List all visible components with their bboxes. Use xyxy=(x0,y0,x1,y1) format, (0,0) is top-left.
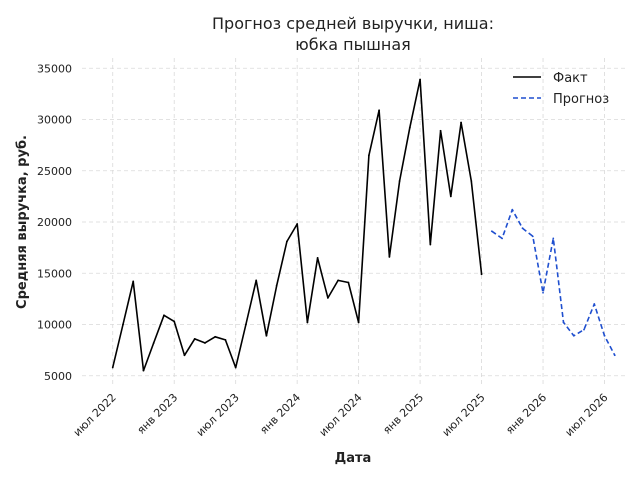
x-axis-label: Дата xyxy=(335,451,372,466)
y-tick-label: 20000 xyxy=(37,216,72,229)
data-point xyxy=(449,195,452,198)
x-tick-label: янв 2024 xyxy=(257,391,303,437)
data-point xyxy=(255,279,258,282)
chart-title-line-2: юбка пышная xyxy=(295,35,411,54)
legend-label-fact: Факт xyxy=(553,71,588,86)
y-tick-label: 30000 xyxy=(37,114,72,127)
legend-label-forecast: Прогноз xyxy=(553,92,609,107)
data-point xyxy=(603,334,606,337)
data-point xyxy=(286,240,288,243)
data-point xyxy=(419,78,421,81)
data-point xyxy=(296,223,299,225)
y-tick-label: 35000 xyxy=(37,62,72,75)
data-point xyxy=(439,129,442,132)
data-point xyxy=(542,291,544,294)
data-point xyxy=(122,323,124,326)
chart-title-line-1: Прогноз средней выручки, ниша: xyxy=(212,14,494,33)
y-axis-label: Средняя выручка, руб. xyxy=(15,135,30,309)
x-tick-label: янв 2023 xyxy=(135,391,181,437)
x-tick-label: июл 2026 xyxy=(563,391,611,439)
data-point xyxy=(378,109,381,112)
x-tick-label: июл 2024 xyxy=(317,391,365,439)
data-point xyxy=(142,369,145,372)
data-point xyxy=(234,366,237,369)
data-point xyxy=(521,227,524,230)
x-tick-label: янв 2025 xyxy=(380,391,426,437)
data-point xyxy=(470,180,473,182)
y-axis-ticks: 5000 10000 15000 20000 25000 30000 35000 xyxy=(37,62,72,383)
x-tick-label: янв 2026 xyxy=(503,391,549,437)
data-point xyxy=(531,235,534,238)
y-tick-label: 10000 xyxy=(37,319,72,332)
data-point xyxy=(572,334,575,337)
data-point xyxy=(132,280,135,283)
data-point xyxy=(316,256,319,259)
data-point xyxy=(408,126,411,129)
data-point xyxy=(501,237,503,240)
data-point xyxy=(152,342,155,344)
data-point xyxy=(388,255,391,258)
series-lines xyxy=(111,78,616,372)
data-point xyxy=(490,230,493,233)
x-tick-label: июл 2022 xyxy=(71,391,119,439)
chart-legend: Факт Прогноз xyxy=(513,71,609,107)
data-point xyxy=(613,354,616,357)
data-point xyxy=(357,321,360,324)
data-point xyxy=(275,284,278,287)
data-point xyxy=(583,328,585,331)
data-point xyxy=(193,337,196,340)
data-point xyxy=(204,342,206,344)
data-point xyxy=(429,243,432,246)
data-point xyxy=(552,237,555,240)
data-point xyxy=(214,335,217,338)
data-point xyxy=(347,281,350,284)
data-point xyxy=(245,323,247,326)
data-point xyxy=(337,279,340,282)
data-point xyxy=(593,303,596,305)
x-tick-label: июл 2025 xyxy=(440,391,488,439)
data-point xyxy=(306,321,309,324)
data-point xyxy=(367,154,370,157)
data-point xyxy=(326,296,329,299)
forecast-series-line xyxy=(491,208,616,356)
y-tick-label: 15000 xyxy=(37,267,72,280)
data-point xyxy=(511,208,514,211)
data-point xyxy=(562,321,565,324)
data-point xyxy=(480,273,483,276)
x-tick-label: июл 2023 xyxy=(194,391,242,439)
grid xyxy=(82,58,625,386)
data-point xyxy=(224,338,227,341)
data-point xyxy=(111,366,114,369)
data-point xyxy=(265,334,268,337)
data-point xyxy=(398,180,401,182)
data-point xyxy=(173,320,176,323)
y-tick-label: 5000 xyxy=(44,370,72,383)
x-axis-ticks: июл 2022 янв 2023 июл 2023 янв 2024 июл 2024… xyxy=(71,391,611,439)
data-point xyxy=(163,314,165,317)
y-tick-label: 25000 xyxy=(37,165,72,178)
data-point xyxy=(183,354,186,357)
data-point xyxy=(460,121,462,124)
